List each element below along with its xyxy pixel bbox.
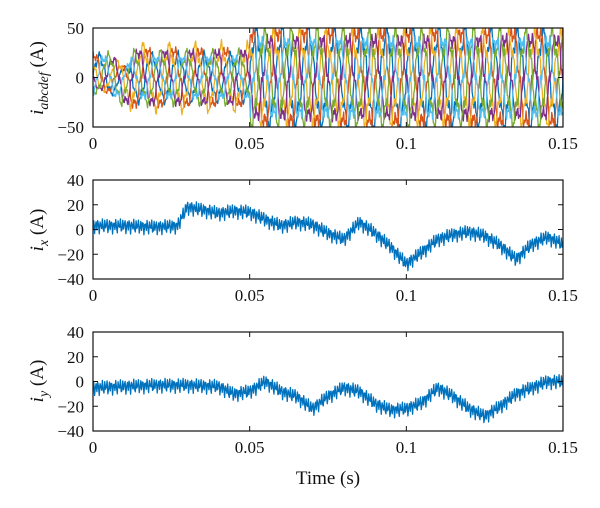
y-tick-label-phase-currents: 50 bbox=[67, 19, 84, 38]
plot-area-phase-currents bbox=[93, 28, 563, 127]
y-tick-label-ix: 20 bbox=[67, 196, 84, 215]
axes-frame-ix bbox=[92, 179, 564, 280]
ylabel-phase-currents: iabcdef (A) bbox=[27, 41, 52, 115]
y-tick-label-iy: 0 bbox=[76, 373, 85, 392]
panel-phase-currents: 0 0.05 0.1 0.15 −50 0 50 iabcdef (A) bbox=[27, 19, 578, 153]
y-tick-label-ix: 0 bbox=[76, 221, 85, 240]
x-tick-label-ix: 0.15 bbox=[548, 286, 578, 305]
y-tick-label-iy: 40 bbox=[67, 323, 84, 342]
x-tick-label-iy: 0 bbox=[89, 438, 98, 457]
y-tick-label-phase-currents: 0 bbox=[76, 69, 85, 88]
panel-iy: 0 0.05 0.1 0.15 −40 −20 0 20 40 iy (A) bbox=[27, 323, 578, 457]
ticks-phase-currents: 0 0.05 0.1 0.15 −50 0 50 bbox=[57, 19, 577, 153]
series-line-phase-currents-2 bbox=[93, 28, 563, 127]
series-line-iy-1 bbox=[93, 373, 563, 424]
x-tick-label-phase-currents: 0 bbox=[89, 134, 98, 153]
ylabel-ix: ix (A) bbox=[27, 209, 52, 252]
y-tick-label-phase-currents: −50 bbox=[57, 118, 84, 137]
y-tick-label-ix: −40 bbox=[57, 270, 84, 289]
ticks-ix: 0 0.05 0.1 0.15 −40 −20 0 20 40 bbox=[57, 171, 577, 305]
series-line-phase-currents-3 bbox=[93, 28, 563, 127]
y-tick-label-ix: −20 bbox=[57, 245, 84, 264]
x-tick-label-phase-currents: 0.15 bbox=[548, 134, 578, 153]
x-tick-label-ix: 0.05 bbox=[235, 286, 265, 305]
plot-area-iy bbox=[93, 373, 563, 424]
series-line-phase-currents-6 bbox=[93, 34, 563, 120]
series-line-ix-1 bbox=[93, 201, 563, 272]
x-tick-label-phase-currents: 0.1 bbox=[396, 134, 417, 153]
x-tick-label-iy: 0.05 bbox=[235, 438, 265, 457]
x-tick-label-ix: 0.1 bbox=[396, 286, 417, 305]
y-tick-label-iy: 20 bbox=[67, 348, 84, 367]
y-tick-label-ix: 40 bbox=[67, 171, 84, 190]
y-tick-label-iy: −40 bbox=[57, 422, 84, 441]
plot-area-ix bbox=[93, 201, 563, 272]
x-tick-label-ix: 0 bbox=[89, 286, 98, 305]
y-tick-label-iy: −20 bbox=[57, 397, 84, 416]
ylabel-iy: iy (A) bbox=[27, 360, 52, 403]
x-tick-label-iy: 0.1 bbox=[396, 438, 417, 457]
panel-ix: 0 0.05 0.1 0.15 −40 −20 0 20 40 ix (A) bbox=[27, 171, 578, 305]
x-tick-label-iy: 0.15 bbox=[548, 438, 578, 457]
x-axis-label: Time (s) bbox=[296, 468, 360, 489]
ticks-iy: 0 0.05 0.1 0.15 −40 −20 0 20 40 bbox=[57, 323, 577, 457]
x-tick-label-phase-currents: 0.05 bbox=[235, 134, 265, 153]
series-line-phase-currents-4 bbox=[93, 32, 563, 123]
